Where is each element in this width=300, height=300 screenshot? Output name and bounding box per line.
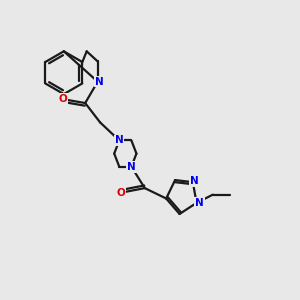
Text: O: O	[117, 188, 125, 198]
Text: N: N	[195, 198, 204, 208]
Text: N: N	[190, 176, 199, 186]
Text: N: N	[127, 162, 136, 172]
Text: O: O	[59, 94, 68, 103]
Text: N: N	[115, 135, 124, 146]
Text: N: N	[95, 76, 103, 87]
